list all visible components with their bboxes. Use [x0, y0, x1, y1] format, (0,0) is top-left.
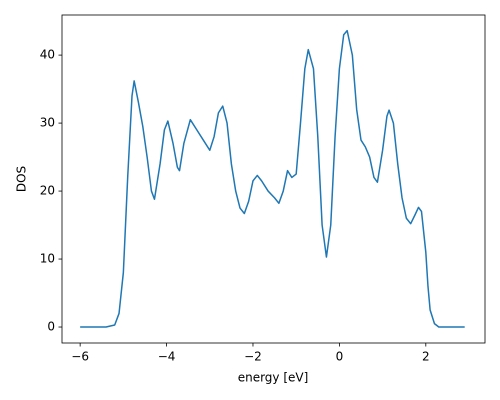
line [80, 29, 465, 328]
y-tick-label: 0 [47, 320, 55, 334]
x-tick-label: 0 [336, 350, 344, 364]
y-tick-label: 10 [40, 252, 55, 266]
y-axis-label: DOS [15, 166, 29, 192]
x-tick-label: −6 [71, 350, 89, 364]
x-tick-label: −2 [244, 350, 262, 364]
y-tick-label: 20 [40, 184, 55, 198]
x-tick-label: 2 [422, 350, 430, 364]
y-tick-label: 30 [40, 116, 55, 130]
x-axis-label: energy [eV] [238, 371, 309, 385]
y-tick-label: 40 [40, 48, 55, 62]
plot-frame [61, 14, 486, 344]
x-tick-label: −4 [158, 350, 176, 364]
